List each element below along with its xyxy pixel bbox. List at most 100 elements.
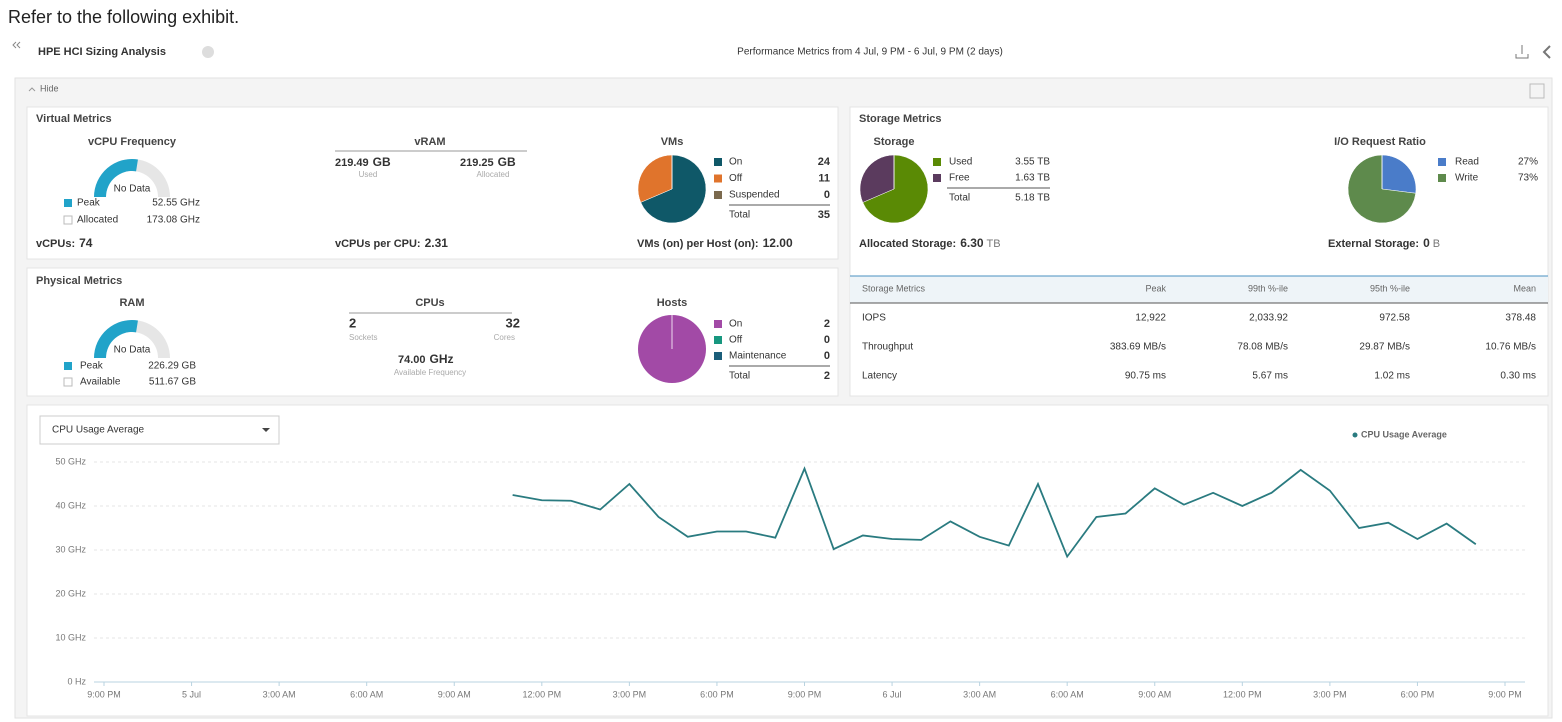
legend-label: Peak xyxy=(77,198,101,209)
x-tick-label: 3:00 AM xyxy=(963,689,996,699)
legend-label: Used xyxy=(949,157,972,168)
table-cell: 2,033.92 xyxy=(1249,313,1288,324)
vcpus-per-cpu-value: 2.31 xyxy=(425,236,449,250)
no-data: No Data xyxy=(114,184,151,195)
panel-title: Physical Metrics xyxy=(36,275,122,287)
legend-swatch xyxy=(64,362,72,370)
panel-title: Storage Metrics xyxy=(859,113,942,125)
vram-allocated-value: GB xyxy=(498,155,516,169)
vram-used-value: GB xyxy=(373,155,391,169)
sub-label: Allocated xyxy=(477,170,510,179)
legend-label: Allocated xyxy=(77,215,118,226)
legend-label: Maintenance xyxy=(729,351,787,362)
x-tick-label: 9:00 PM xyxy=(788,689,822,699)
download-icon[interactable] xyxy=(1515,45,1529,59)
sub-label: Used xyxy=(359,170,378,179)
section-title: vCPU Frequency xyxy=(88,136,177,148)
total-label: Total xyxy=(729,371,750,382)
legend-swatch xyxy=(1438,174,1446,182)
sub-label: Cores xyxy=(494,333,515,342)
table-cell: 5.67 ms xyxy=(1252,371,1288,382)
legend-swatch xyxy=(933,158,941,166)
x-tick-label: 9:00 AM xyxy=(438,689,471,699)
collapse-icon[interactable] xyxy=(12,41,17,49)
info-icon[interactable] xyxy=(202,46,214,58)
total-value: 5.18 TB xyxy=(1015,193,1050,204)
line-series xyxy=(512,466,1477,559)
sockets: 2 xyxy=(349,315,356,330)
table-cell: IOPS xyxy=(862,313,886,324)
legend-value: 226.29 GB xyxy=(148,361,196,372)
cores: 32 xyxy=(506,315,520,330)
x-tick-label: 9:00 AM xyxy=(1138,689,1171,699)
storage-panel xyxy=(849,106,1549,397)
x-tick-label: 3:00 AM xyxy=(263,689,296,699)
table-cell: 29.87 MB/s xyxy=(1359,342,1410,353)
total-label: Total xyxy=(729,210,750,221)
legend-marker xyxy=(1352,432,1358,438)
frequency: 74.00 GHz xyxy=(398,352,454,366)
frequency-value: GHz xyxy=(430,352,454,366)
hide-icon[interactable] xyxy=(28,87,36,92)
table-cell: 12,922 xyxy=(1135,313,1166,324)
external-storage-label: External Storage: xyxy=(1328,238,1419,250)
total-value: 35 xyxy=(818,209,830,221)
vcpus-label: vCPUs: xyxy=(36,238,75,250)
pie-slice xyxy=(862,154,929,224)
allocated-storage-unit: TB xyxy=(987,238,1001,250)
legend-swatch xyxy=(714,336,722,344)
hide-toggle[interactable]: Hide xyxy=(40,83,59,93)
vms-per-host: VMs (on) per Host (on): 12.00 xyxy=(637,236,793,250)
table-header: 95th %-ile xyxy=(1370,283,1410,293)
legend-label: Free xyxy=(949,173,970,184)
y-tick-label: 20 GHz xyxy=(55,588,86,598)
x-tick-label: 5 Jul xyxy=(182,689,201,699)
vram-allocated-label: 219.25 xyxy=(460,157,494,169)
export-icon[interactable] xyxy=(1529,83,1545,99)
legend-value: 0 xyxy=(824,189,830,201)
x-tick-label: 9:00 PM xyxy=(1488,689,1522,699)
table-cell: 1.02 ms xyxy=(1374,371,1410,382)
section-title: I/O Request Ratio xyxy=(1334,136,1426,148)
legend-value: 27% xyxy=(1518,157,1538,168)
legend-label: Off xyxy=(729,173,742,184)
table-cell: 10.76 MB/s xyxy=(1485,342,1536,353)
table-cell: 378.48 xyxy=(1505,313,1536,324)
pie-slice xyxy=(637,154,673,203)
legend-label: On xyxy=(729,157,742,168)
legend-value: 24 xyxy=(818,156,831,168)
table-cell: 78.08 MB/s xyxy=(1237,342,1288,353)
vms-per-host-label: VMs (on) per Host (on): xyxy=(637,238,759,250)
legend-swatch xyxy=(714,352,722,360)
legend-label: Peak xyxy=(80,361,104,372)
legend-value: 511.67 GB xyxy=(149,377,196,388)
vram-allocated: 219.25 GB xyxy=(460,155,516,169)
share-icon[interactable] xyxy=(1542,45,1551,59)
legend-swatch xyxy=(1438,158,1446,166)
external-storage: External Storage: 0 B xyxy=(1328,236,1440,250)
collapse-icon-2 xyxy=(16,41,21,49)
download-tray xyxy=(1515,54,1529,59)
legend-swatch xyxy=(933,174,941,182)
x-tick-label: 6:00 PM xyxy=(700,689,734,699)
section-title: CPUs xyxy=(415,297,444,309)
legend-value: 173.08 GHz xyxy=(147,215,200,226)
vram-used: 219.49 GB xyxy=(335,155,391,169)
legend-label: Write xyxy=(1455,173,1479,184)
external-storage-unit: B xyxy=(1433,238,1440,250)
legend-swatch xyxy=(714,191,722,199)
legend-swatch xyxy=(63,377,73,387)
external-storage-value: 0 xyxy=(1423,236,1430,250)
legend-label: Available xyxy=(80,377,121,388)
no-data: No Data xyxy=(114,345,151,356)
allocated-storage-value: 6.30 xyxy=(960,236,984,250)
x-tick-label: 12:00 PM xyxy=(1223,689,1262,699)
section-title: Hosts xyxy=(657,297,688,309)
legend-label: Suspended xyxy=(729,190,780,201)
allocated-storage-label: Allocated Storage: xyxy=(859,238,956,250)
chart-selector[interactable] xyxy=(39,415,280,445)
legend-value: 0 xyxy=(824,334,830,346)
pie-slice xyxy=(859,154,895,203)
selector-label: CPU Usage Average xyxy=(52,425,145,436)
